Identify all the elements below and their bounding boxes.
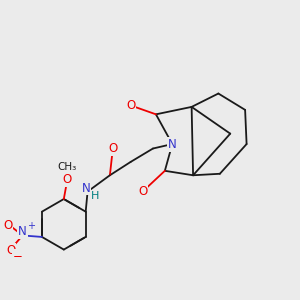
Text: O: O: [138, 185, 147, 198]
Text: H: H: [91, 191, 99, 201]
Text: N: N: [82, 182, 91, 194]
Text: O: O: [108, 142, 118, 155]
Text: +: +: [27, 221, 35, 231]
Text: N: N: [18, 225, 27, 239]
Text: −: −: [13, 250, 23, 263]
Text: CH₃: CH₃: [58, 162, 77, 172]
Text: O: O: [6, 244, 15, 257]
Text: O: O: [63, 172, 72, 186]
Text: O: O: [3, 218, 12, 232]
Text: O: O: [126, 99, 135, 112]
Text: N: N: [168, 138, 177, 151]
